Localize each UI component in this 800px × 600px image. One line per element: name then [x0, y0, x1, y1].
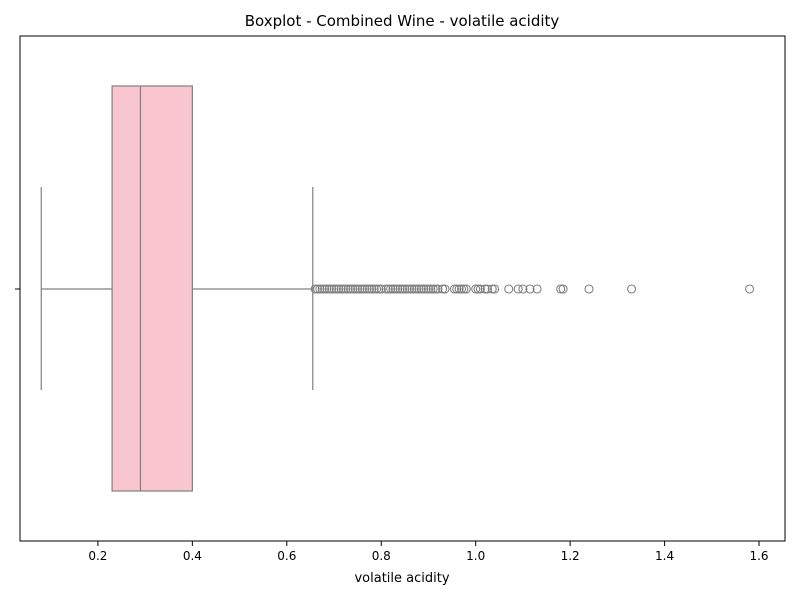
outlier-point — [454, 284, 464, 294]
outlier-point — [360, 284, 370, 294]
x-axis: 0.2 0.4 0.6 0.8 1.0 1.2 1.4 1.6 — [88, 541, 769, 563]
outlier-point — [423, 284, 434, 294]
outlier-point — [343, 284, 353, 294]
outlier-point — [414, 284, 424, 294]
outlier-point — [426, 284, 436, 294]
outlier-point — [473, 284, 483, 294]
outlier-point — [416, 284, 426, 294]
outlier-point — [419, 284, 429, 294]
outlier-point — [390, 284, 400, 294]
outlier-point — [407, 284, 417, 294]
outlier-point — [327, 284, 337, 294]
outlier-point — [383, 284, 393, 294]
outlier-point — [525, 284, 535, 294]
outlier-point — [393, 284, 403, 294]
outlier-point — [315, 284, 325, 294]
outlier-point — [367, 284, 377, 294]
outlier-point — [405, 284, 415, 294]
outlier-point — [421, 284, 431, 294]
outlier-point — [395, 284, 405, 294]
outlier-point — [324, 284, 334, 294]
outlier-point — [438, 284, 448, 294]
outlier-point — [374, 284, 384, 294]
outlier-point — [357, 284, 367, 294]
x-tick-label: 0.2 — [88, 549, 107, 563]
outlier-point — [346, 284, 356, 294]
outlier-point — [381, 284, 391, 294]
outlier-point — [626, 284, 637, 294]
outlier-point — [471, 284, 481, 294]
outlier-point — [487, 284, 497, 294]
x-axis-label: volatile acidity — [354, 571, 449, 586]
outlier-point — [431, 284, 441, 294]
iqr-box — [111, 85, 193, 492]
x-tick-label: 1.2 — [561, 549, 580, 563]
outlier-point — [449, 284, 459, 294]
outlier-point — [504, 284, 514, 294]
outlier-point — [518, 284, 528, 294]
outlier-point — [461, 284, 471, 294]
outlier-point — [364, 284, 374, 294]
x-tick-label: 0.6 — [277, 549, 296, 563]
outlier-point — [310, 284, 320, 294]
outlier-point — [322, 284, 332, 294]
outlier-point — [376, 284, 386, 294]
outlier-point — [338, 284, 349, 294]
outlier-point — [409, 284, 419, 294]
x-tick-label: 1.6 — [749, 549, 768, 563]
outlier-point — [428, 284, 438, 294]
outlier-point — [397, 284, 408, 294]
outlier-point — [556, 284, 566, 294]
x-tick-label: 0.4 — [183, 549, 202, 563]
outlier-point — [558, 284, 568, 294]
outlier-point — [482, 284, 493, 294]
outlier-point — [369, 284, 379, 294]
outlier-point — [532, 284, 542, 294]
outlier-point — [480, 284, 490, 294]
outlier-point — [456, 284, 467, 294]
outlier-point — [386, 284, 396, 294]
outlier-point — [440, 284, 450, 294]
outlier-point — [459, 284, 469, 294]
outlier-point — [329, 284, 339, 294]
chart-title: Boxplot - Combined Wine - volatile acidi… — [245, 12, 560, 30]
outlier-point — [355, 284, 365, 294]
outlier-point — [336, 284, 346, 294]
outlier-point — [475, 284, 485, 294]
outlier-point — [412, 284, 422, 294]
outlier-point — [433, 284, 443, 294]
outlier-point — [348, 284, 358, 294]
outlier-point — [334, 284, 344, 294]
x-tick-label: 0.8 — [372, 549, 391, 563]
outlier-point — [452, 284, 462, 294]
outlier-point — [371, 284, 382, 294]
outlier-point — [320, 284, 330, 294]
outlier-point — [317, 284, 327, 294]
outlier-point — [353, 284, 363, 294]
outlier-point — [400, 284, 410, 294]
outlier-group — [310, 284, 755, 294]
outlier-point — [331, 284, 341, 294]
outlier-point — [745, 284, 755, 294]
outlier-point — [490, 284, 500, 294]
outlier-point — [402, 284, 412, 294]
outlier-point — [312, 284, 323, 294]
outlier-point — [350, 284, 360, 294]
outlier-point — [341, 284, 351, 294]
outlier-point — [388, 284, 398, 294]
outlier-point — [584, 284, 594, 294]
x-tick-label: 1.4 — [655, 549, 674, 563]
box-group — [40, 85, 314, 492]
outlier-point — [362, 284, 372, 294]
x-tick-label: 1.0 — [466, 549, 485, 563]
outlier-point — [513, 284, 523, 294]
